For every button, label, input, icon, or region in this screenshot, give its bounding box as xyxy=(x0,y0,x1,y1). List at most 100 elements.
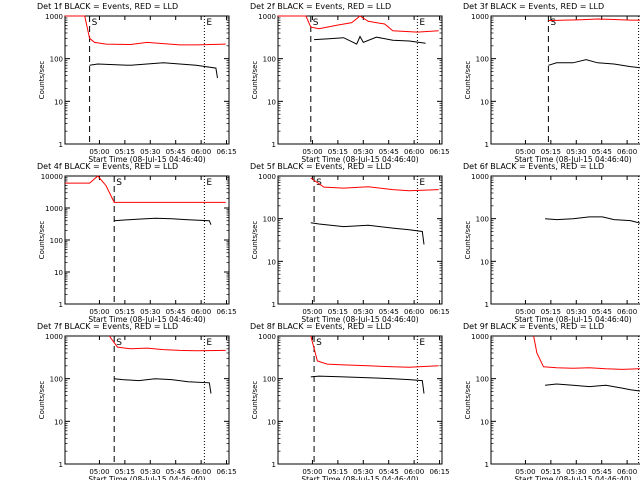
y-tick-label: 1 xyxy=(272,141,276,149)
marker-label-s: S xyxy=(116,338,122,348)
x-tick-label: 05:00 xyxy=(302,148,322,156)
y-axis-label: Counts/sec xyxy=(251,381,259,420)
chart-panel-8: Det 8f BLACK = Events, RED = LLD 1 10 100 10… xyxy=(250,322,450,480)
x-tick-label: 06:15 xyxy=(429,308,449,316)
y-tick-label: 100 xyxy=(476,376,489,384)
marker-label-s: S xyxy=(550,18,556,28)
series-line-lld xyxy=(65,15,226,46)
y-tick-label: 1000 xyxy=(45,13,63,21)
y-axis-label: Counts/sec xyxy=(464,61,472,100)
y-axis-label: Counts/sec xyxy=(464,381,472,420)
chart-title: Det 6f BLACK = Events, RED = LLD xyxy=(463,162,604,171)
x-tick-label: 05:15 xyxy=(115,308,135,316)
series-line-events xyxy=(314,35,426,45)
chart-title: Det 2f BLACK = Events, RED = LLD xyxy=(250,2,391,11)
x-tick-label: 05:15 xyxy=(541,148,561,156)
y-tick-label: 10 xyxy=(267,98,276,106)
series-line-lld xyxy=(310,335,439,368)
series-line-events xyxy=(545,216,640,224)
marker-label-s: S xyxy=(316,338,322,348)
marker-label-e: E xyxy=(206,18,212,28)
series-line-lld xyxy=(310,177,439,192)
chart-panel-1: Det 1f BLACK = Events, RED = LLD 1 10 100 10… xyxy=(37,2,237,164)
y-tick-label: 100 xyxy=(50,237,63,245)
y-tick-label: 10 xyxy=(54,98,63,106)
x-tick-label: 06:15 xyxy=(216,148,236,156)
x-axis-label: Start Time (08-Jul-15 04:46:40) xyxy=(514,475,631,480)
x-tick-label: 05:45 xyxy=(166,308,186,316)
x-tick-label: 06:15 xyxy=(429,148,449,156)
chart-panel-5: Det 5f BLACK = Events, RED = LLD 1 10 100 10… xyxy=(250,162,450,324)
series-line-events xyxy=(545,383,640,392)
y-axis-label: Counts/sec xyxy=(251,61,259,100)
x-tick-label: 05:00 xyxy=(515,468,535,476)
plot-frame xyxy=(490,175,640,305)
x-tick-label: 05:30 xyxy=(566,308,586,316)
plot-frame xyxy=(64,15,230,145)
x-tick-label: 05:30 xyxy=(353,308,373,316)
x-tick-label: 06:15 xyxy=(216,308,236,316)
y-tick-label: 1000 xyxy=(258,13,276,21)
x-tick-label: 05:00 xyxy=(89,468,109,476)
y-tick-label: 1 xyxy=(485,141,489,149)
x-tick-label: 05:00 xyxy=(302,468,322,476)
series-line-lld xyxy=(108,335,226,352)
y-tick-label: 1000 xyxy=(471,13,489,21)
x-tick-label: 05:30 xyxy=(140,308,160,316)
x-tick-label: 05:00 xyxy=(302,308,322,316)
x-tick-label: 06:15 xyxy=(216,468,236,476)
x-tick-label: 05:45 xyxy=(166,148,186,156)
series-line-events xyxy=(114,378,212,394)
chart-title: Det 8f BLACK = Events, RED = LLD xyxy=(250,322,391,331)
y-tick-label: 1 xyxy=(272,461,276,469)
marker-label-s: S xyxy=(116,178,122,188)
y-tick-label: 100 xyxy=(50,376,63,384)
chart-panel-7: Det 7f BLACK = Events, RED = LLD 1 10 100 10… xyxy=(37,322,237,480)
series-line-lld xyxy=(533,335,640,370)
x-tick-label: 05:45 xyxy=(592,148,612,156)
x-axis-label: Start Time (08-Jul-15 04:46:40) xyxy=(301,475,418,480)
y-tick-label: 1 xyxy=(59,301,63,309)
chart-panel-4: Det 4f BLACK = Events, RED = LLD 1 10 100 10… xyxy=(37,162,237,324)
marker-label-e: E xyxy=(206,178,212,188)
y-tick-label: 100 xyxy=(476,216,489,224)
series-line-events xyxy=(114,217,212,225)
x-tick-label: 05:45 xyxy=(592,468,612,476)
y-tick-label: 1 xyxy=(59,141,63,149)
x-axis-label: Start Time (08-Jul-15 04:46:40) xyxy=(301,155,418,164)
x-axis-label: Start Time (08-Jul-15 04:46:40) xyxy=(88,315,205,324)
x-tick-label: 06:00 xyxy=(617,148,637,156)
chart-title: Det 9f BLACK = Events, RED = LLD xyxy=(463,322,604,331)
y-tick-label: 1000 xyxy=(258,333,276,341)
y-axis-label: Counts/sec xyxy=(38,61,46,100)
chart-panel-3: Det 3f BLACK = Events, RED = LLD 1 10 100 10… xyxy=(463,2,640,164)
x-tick-label: 06:00 xyxy=(404,468,424,476)
x-tick-label: 05:30 xyxy=(566,148,586,156)
x-tick-label: 05:45 xyxy=(379,308,399,316)
marker-label-s: S xyxy=(313,18,319,28)
x-tick-label: 05:30 xyxy=(140,148,160,156)
y-axis-label: Counts/sec xyxy=(464,221,472,260)
chart-panel-9: Det 9f BLACK = Events, RED = LLD 1 10 100 10… xyxy=(463,322,640,480)
chart-title: Det 7f BLACK = Events, RED = LLD xyxy=(37,322,178,331)
y-axis-label: Counts/sec xyxy=(251,221,259,260)
plot-frame xyxy=(490,15,640,145)
x-tick-label: 05:30 xyxy=(353,148,373,156)
marker-label-e: E xyxy=(419,178,425,188)
y-tick-label: 1 xyxy=(485,301,489,309)
x-tick-label: 05:30 xyxy=(566,468,586,476)
y-tick-label: 100 xyxy=(263,376,276,384)
plot-frame xyxy=(64,335,230,465)
y-tick-label: 100 xyxy=(263,56,276,64)
plot-frame xyxy=(277,335,443,465)
marker-label-s: S xyxy=(316,178,322,188)
y-tick-label: 100 xyxy=(50,56,63,64)
plot-frame xyxy=(277,175,443,305)
series-line-events xyxy=(310,375,425,394)
x-axis-label: Start Time (08-Jul-15 04:46:40) xyxy=(514,155,631,164)
marker-label-e: E xyxy=(419,338,425,348)
chart-title: Det 1f BLACK = Events, RED = LLD xyxy=(37,2,178,11)
series-line-lld xyxy=(278,15,439,33)
x-tick-label: 05:15 xyxy=(328,468,348,476)
